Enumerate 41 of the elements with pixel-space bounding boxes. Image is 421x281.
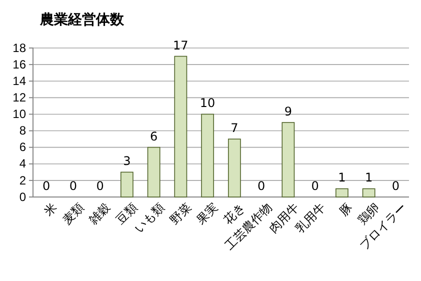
y-tick-label: 6 [19, 140, 26, 154]
bar [282, 122, 295, 198]
x-tick-label: 豚 [336, 200, 356, 219]
y-tick-label: 10 [12, 107, 26, 122]
y-tick-label: 8 [19, 124, 26, 138]
bar [174, 56, 188, 198]
y-tick-label: 2 [19, 173, 26, 188]
data-label: 1 [365, 170, 373, 185]
x-tick-label: 米 [41, 200, 60, 219]
bar [120, 172, 134, 198]
y-tick-label: 12 [12, 90, 26, 105]
bar [147, 146, 160, 198]
y-tick-label: 0 [19, 190, 26, 204]
data-label: 0 [42, 179, 50, 193]
bar [201, 114, 214, 198]
data-label: 9 [284, 104, 292, 118]
data-label: 3 [123, 154, 131, 168]
chart-title: 農業経営体数 [39, 12, 125, 28]
data-label: 1 [338, 170, 346, 185]
x-tick-label: 麦類 [60, 200, 86, 228]
data-label: 0 [392, 179, 400, 193]
data-label: 7 [230, 121, 238, 136]
bar [228, 138, 241, 198]
y-tick-label: 14 [12, 74, 26, 88]
x-tick-label: 豆類 [113, 200, 140, 228]
x-tick-label: 果実 [194, 200, 221, 228]
y-tick-label: 4 [19, 156, 26, 171]
bar [335, 188, 348, 198]
y-tick-label: 18 [12, 40, 26, 55]
x-tick-label: 鶏卵 [355, 200, 382, 228]
data-label: 0 [96, 179, 104, 193]
data-label: 10 [200, 96, 216, 110]
x-tick-label: 野菜 [167, 200, 194, 228]
data-label: 6 [150, 129, 158, 144]
data-label: 0 [257, 179, 266, 193]
x-tick-label: 雑穀 [86, 200, 114, 228]
data-label: 17 [173, 38, 188, 52]
y-tick-label: 16 [12, 57, 26, 72]
data-label: 0 [69, 179, 77, 193]
bar [362, 188, 376, 198]
data-label: 0 [311, 179, 319, 193]
